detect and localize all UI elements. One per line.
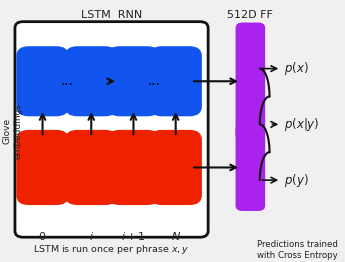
Text: ...: ... <box>60 74 73 88</box>
Text: LSTM  RNN: LSTM RNN <box>81 10 142 20</box>
Text: $0$: $0$ <box>38 230 47 242</box>
FancyBboxPatch shape <box>107 46 160 116</box>
FancyBboxPatch shape <box>149 130 202 205</box>
Text: $p(x)$: $p(x)$ <box>284 60 309 77</box>
Text: LSTM is run once per phrase $x, y$: LSTM is run once per phrase $x, y$ <box>33 243 190 256</box>
FancyBboxPatch shape <box>149 46 202 116</box>
Text: Glove
embeddings: Glove embeddings <box>3 103 22 159</box>
FancyBboxPatch shape <box>15 22 208 237</box>
Text: $i$: $i$ <box>89 230 94 242</box>
Text: ...: ... <box>148 74 161 88</box>
FancyBboxPatch shape <box>107 130 160 205</box>
FancyBboxPatch shape <box>236 124 265 211</box>
Text: Predictions trained
with Cross Entropy: Predictions trained with Cross Entropy <box>257 240 338 260</box>
FancyBboxPatch shape <box>65 130 118 205</box>
FancyBboxPatch shape <box>236 23 265 140</box>
Text: $i+1$: $i+1$ <box>121 230 146 242</box>
Text: $p(x|y)$: $p(x|y)$ <box>284 116 320 133</box>
Text: 512D FF: 512D FF <box>227 10 273 20</box>
FancyBboxPatch shape <box>16 130 69 205</box>
FancyBboxPatch shape <box>16 46 69 116</box>
Text: $N$: $N$ <box>171 230 181 242</box>
Text: $p(y)$: $p(y)$ <box>284 172 309 189</box>
FancyBboxPatch shape <box>65 46 118 116</box>
